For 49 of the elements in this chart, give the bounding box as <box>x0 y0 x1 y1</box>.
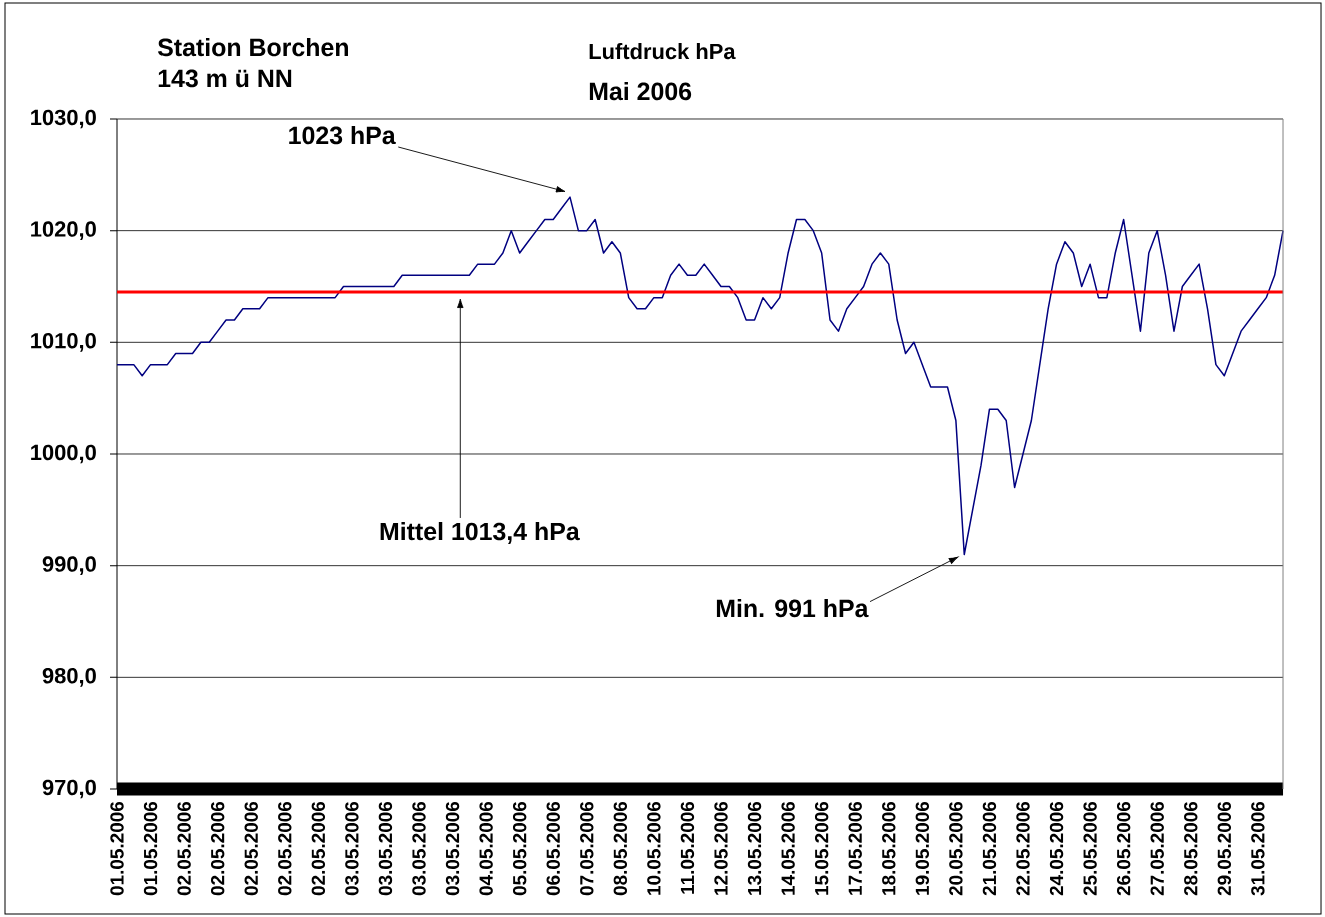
x-tick-label: 02.05.2006 <box>210 801 225 896</box>
x-tick-label: 29.05.2006 <box>1217 801 1232 896</box>
x-tick-label: 03.05.2006 <box>412 801 426 896</box>
x-tick-label: 04.05.2006 <box>479 801 493 896</box>
x-tick-label: 22.05.2006 <box>1016 801 1030 896</box>
x-tick-label: 06.05.2006 <box>546 801 560 896</box>
chart-title: Luftdruck hPa <box>589 43 736 60</box>
x-tick-label: 24.05.2006 <box>1049 801 1064 896</box>
x-tick-label: 28.05.2006 <box>1184 801 1198 896</box>
x-tick-label: 03.05.2006 <box>345 801 359 896</box>
x-tick-label: 12.05.2006 <box>714 801 728 895</box>
y-tick-label: 1000,0 <box>31 444 96 464</box>
x-tick-label: 17.05.2006 <box>848 801 862 895</box>
annotation: Mittel 1013,4 hPa <box>380 521 580 544</box>
x-tick-label: 03.05.2006 <box>445 801 460 896</box>
x-tick-label: 02.05.2006 <box>177 801 191 896</box>
x-tick-label: 31.05.2006 <box>1251 801 1265 896</box>
y-tick-label: 990,0 <box>42 556 96 576</box>
x-tick-label: 02.05.2006 <box>311 801 326 896</box>
text: Station Borchen <box>157 37 348 57</box>
x-tick-label: 18.05.2006 <box>882 801 896 895</box>
x-tick-label: 07.05.2006 <box>580 801 594 896</box>
x-tick-label: 14.05.2006 <box>781 801 795 895</box>
annotation: 1023 hPa <box>289 125 396 145</box>
x-tick-label: 01.05.2006 <box>143 801 158 896</box>
x-tick-label: 13.05.2006 <box>747 801 762 895</box>
x-tick-label: 27.05.2006 <box>1150 801 1164 896</box>
x-tick-label: 02.05.2006 <box>244 801 258 896</box>
x-tick-label: 25.05.2006 <box>1083 801 1097 896</box>
y-tick-label: 970,0 <box>42 779 96 799</box>
x-tick-label: 08.05.2006 <box>613 801 628 896</box>
y-tick-label: 1030,0 <box>31 109 96 129</box>
x-tick-label: 11.05.2006 <box>680 801 695 894</box>
x-tick-label: 26.05.2006 <box>1116 801 1131 896</box>
x-tick-label: 10.05.2006 <box>647 801 661 895</box>
x-tick-label: 15.05.2006 <box>814 801 829 895</box>
y-tick-label: 980,0 <box>42 667 96 687</box>
x-tick-label: 02.05.2006 <box>278 801 292 896</box>
x-tick-label: 20.05.2006 <box>949 801 963 896</box>
annotation: Min. 991 hPa <box>716 598 869 618</box>
y-tick-label: 1020,0 <box>31 221 96 240</box>
x-tick-label: 03.05.2006 <box>378 801 393 896</box>
text: 143 m ü NN <box>158 69 292 88</box>
x-tick-label: 19.05.2006 <box>915 801 930 895</box>
x-tick-label: 01.05.2006 <box>110 801 124 896</box>
chart-subtitle: Mai 2006 <box>589 81 692 101</box>
x-tick-label: 21.05.2006 <box>982 801 997 896</box>
x-tick-label: 05.05.2006 <box>512 801 527 896</box>
y-tick-label: 1010,0 <box>31 332 96 352</box>
